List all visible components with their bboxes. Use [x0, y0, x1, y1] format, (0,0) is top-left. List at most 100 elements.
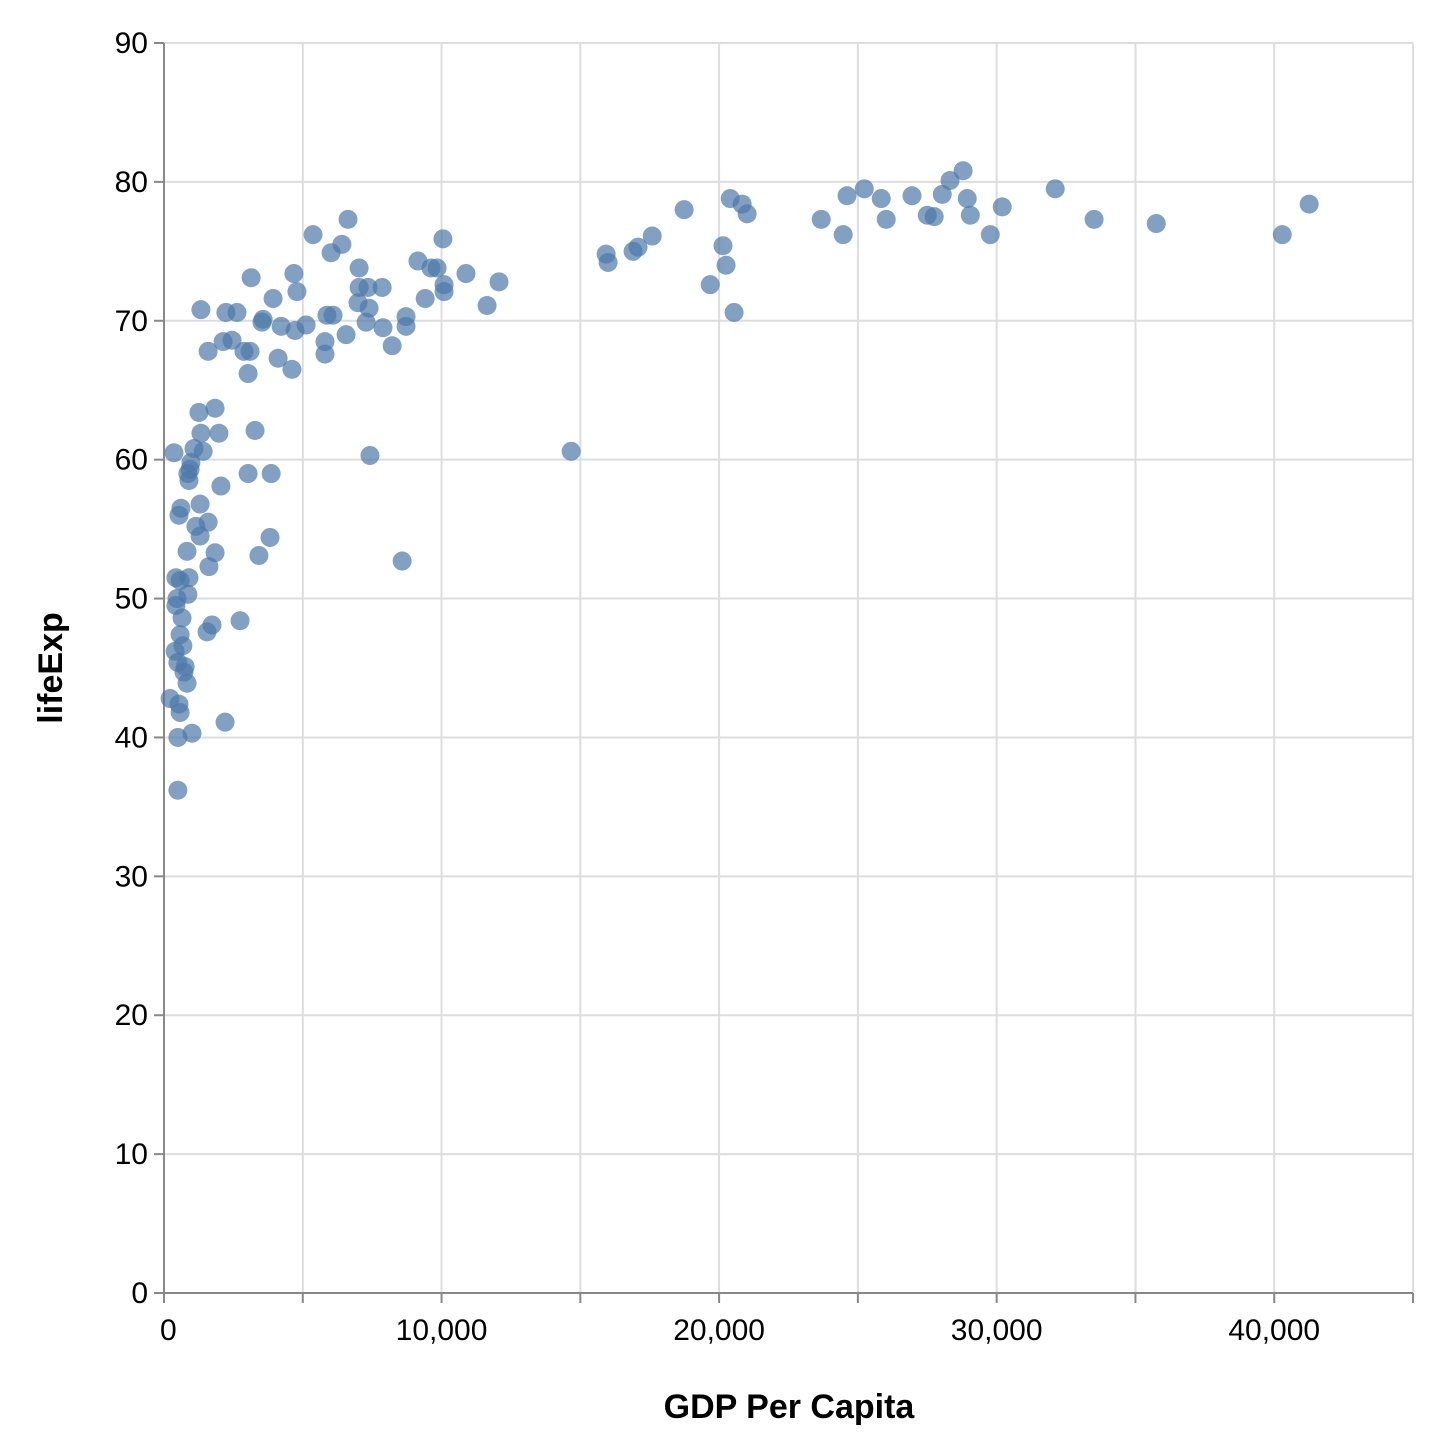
data-point [211, 476, 231, 496]
y-tick-label: 0 [131, 1277, 148, 1310]
data-point [382, 336, 402, 356]
data-points [160, 161, 1319, 800]
data-point [561, 441, 581, 461]
data-point [940, 171, 960, 190]
data-point [177, 541, 197, 561]
data-point [336, 325, 356, 345]
data-point [415, 289, 435, 309]
data-point [178, 464, 198, 484]
data-point [216, 302, 236, 322]
data-point [713, 236, 733, 256]
data-point [238, 464, 258, 484]
data-point [166, 596, 186, 615]
data-point [623, 241, 643, 261]
data-point [197, 622, 217, 642]
data-point [189, 402, 209, 422]
data-point [168, 727, 188, 747]
y-tick-label: 60 [115, 444, 148, 477]
data-point [372, 277, 392, 297]
data-point [642, 226, 662, 246]
axes [154, 42, 1414, 1303]
data-point [373, 318, 393, 338]
data-point [360, 446, 380, 465]
data-point [160, 689, 180, 709]
x-tick-label: 0 [160, 1314, 177, 1347]
data-point [434, 282, 454, 302]
data-point [456, 264, 476, 284]
x-tick-label: 40,000 [1228, 1314, 1320, 1347]
data-point [191, 423, 211, 443]
data-point [186, 516, 206, 536]
data-point [1299, 194, 1319, 214]
data-point [356, 312, 376, 332]
data-point [215, 712, 235, 732]
data-point [245, 421, 265, 440]
data-point [249, 546, 269, 565]
data-point [315, 344, 335, 364]
data-point [170, 702, 190, 722]
y-tick-label: 10 [115, 1138, 148, 1171]
data-point [932, 184, 952, 204]
data-point [871, 189, 891, 209]
data-point [960, 205, 980, 225]
data-point [282, 359, 302, 379]
data-point [811, 209, 831, 229]
data-point [433, 229, 453, 249]
data-point [700, 275, 720, 295]
data-point [876, 209, 896, 229]
data-point [321, 243, 341, 263]
data-point [408, 251, 428, 271]
data-point [1045, 179, 1065, 199]
y-tick-label: 50 [115, 583, 148, 616]
data-point [168, 780, 188, 800]
data-point [164, 443, 184, 463]
data-point [284, 264, 304, 284]
data-point [190, 494, 210, 514]
data-point [303, 225, 323, 245]
data-point [674, 200, 694, 220]
y-tick-label: 80 [115, 166, 148, 199]
y-tick-label: 90 [115, 27, 148, 60]
data-point [596, 244, 616, 264]
data-point [1272, 225, 1292, 245]
data-point [477, 296, 497, 315]
data-point [716, 255, 736, 275]
x-tick-label: 20,000 [673, 1314, 765, 1347]
data-point [489, 272, 509, 292]
data-point [953, 161, 973, 181]
data-point [287, 282, 307, 302]
data-point [917, 205, 937, 225]
data-point [241, 268, 261, 288]
data-point [837, 186, 857, 206]
data-point [957, 189, 977, 209]
data-point [260, 527, 280, 547]
data-point [992, 197, 1012, 217]
data-point [205, 398, 225, 418]
data-point [833, 225, 853, 245]
data-point [261, 464, 281, 484]
data-point [234, 341, 254, 361]
data-point [213, 332, 233, 352]
data-point [209, 423, 229, 443]
data-point [348, 293, 368, 313]
data-point [199, 557, 219, 577]
data-point [170, 625, 190, 645]
y-tick-label: 70 [115, 305, 148, 338]
data-point [198, 341, 218, 361]
data-point [263, 289, 283, 309]
data-point [338, 209, 358, 229]
data-point [349, 277, 369, 297]
data-point [854, 179, 874, 199]
data-point [720, 189, 740, 209]
data-point [252, 312, 272, 332]
data-point [191, 300, 211, 320]
x-tick-label: 10,000 [396, 1314, 488, 1347]
data-point [268, 348, 288, 368]
data-point [168, 652, 188, 672]
gridlines [163, 42, 1414, 1294]
y-tick-label: 20 [115, 999, 148, 1032]
data-point [392, 551, 412, 571]
data-point [902, 186, 922, 206]
data-point [396, 316, 416, 336]
